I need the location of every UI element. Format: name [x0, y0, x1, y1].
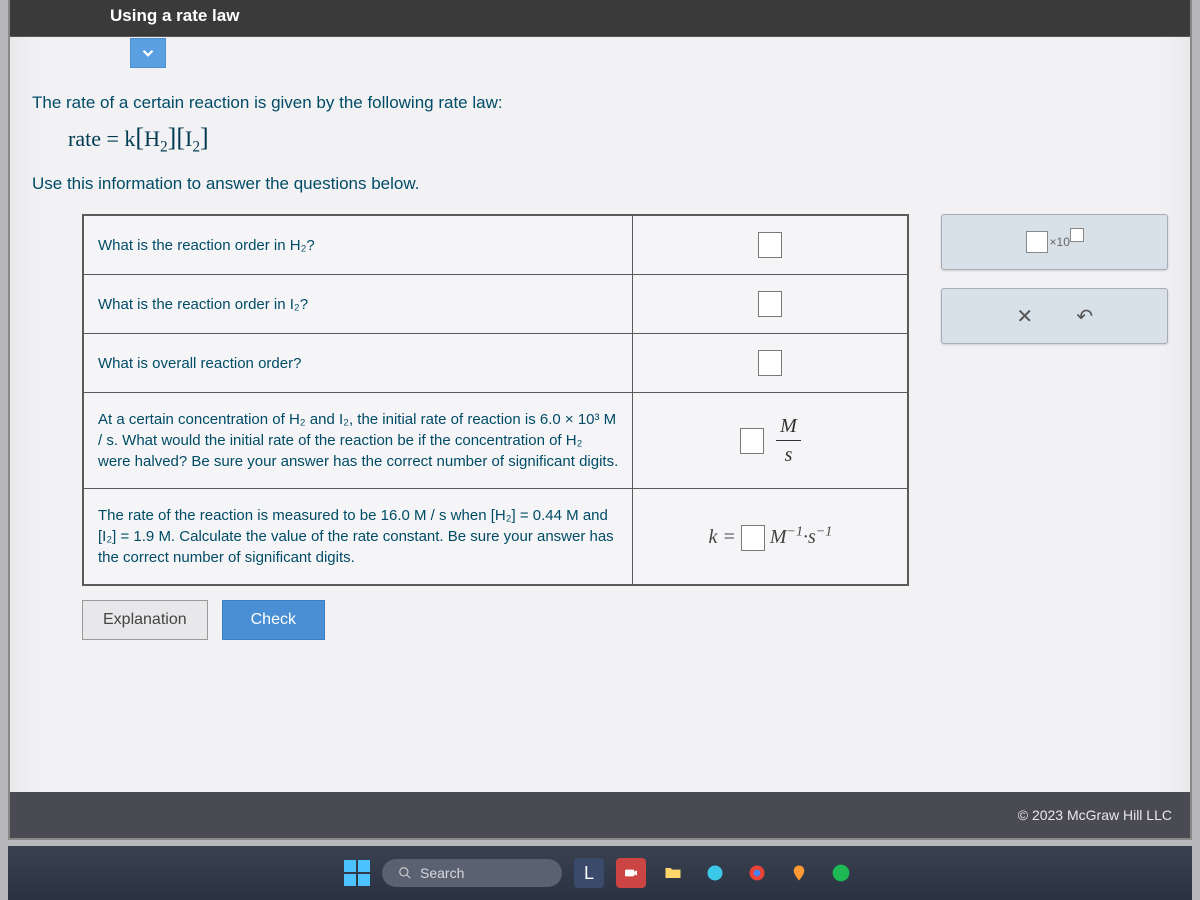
taskbar-chrome-icon[interactable]: [742, 858, 772, 888]
question-cell: What is the reaction order in I₂?: [83, 275, 633, 334]
question-cell: At a certain concentration of H₂ and I₂,…: [83, 393, 633, 489]
check-button[interactable]: Check: [222, 600, 325, 640]
eq-eq: =: [106, 126, 118, 151]
table-row: At a certain concentration of H₂ and I₂,…: [83, 393, 908, 489]
folder-icon: [663, 863, 683, 883]
copyright-footer: © 2023 McGraw Hill LLC: [10, 792, 1190, 838]
frac-numerator: M: [776, 412, 801, 441]
clear-button[interactable]: ✕: [1010, 301, 1040, 331]
taskbar-edge-icon[interactable]: [700, 858, 730, 888]
eq-h: H: [144, 126, 160, 151]
edit-tools: ✕ ↶: [941, 288, 1168, 344]
intro-text-1: The rate of a certain reaction is given …: [32, 93, 1168, 113]
question-cell: The rate of the reaction is measured to …: [83, 489, 633, 586]
table-row: What is overall reaction order?: [83, 334, 908, 393]
table-row: What is the reaction order in I₂?: [83, 275, 908, 334]
collapse-chevron[interactable]: [130, 38, 166, 68]
windows-taskbar: Search L: [8, 846, 1192, 900]
frac-denominator: s: [781, 441, 797, 469]
k-exp2: −1: [816, 524, 832, 539]
chrome-icon: [747, 863, 767, 883]
question-cell: What is overall reaction order?: [83, 334, 633, 393]
question-table: What is the reaction order in H₂? What i…: [82, 214, 909, 586]
eq-lhs: rate: [68, 126, 101, 151]
taskbar-explorer-icon[interactable]: [658, 858, 688, 888]
sci-notation-tool[interactable]: ×10: [941, 214, 1168, 270]
intro-text-2: Use this information to answer the quest…: [32, 174, 1168, 194]
spotify-icon: [831, 863, 851, 883]
camera-icon: [623, 865, 639, 881]
table-row: What is the reaction order in H₂?: [83, 215, 908, 275]
edge-icon: [705, 863, 725, 883]
answer-cell: [633, 215, 909, 275]
answer-cell: [633, 334, 909, 393]
taskbar-app-icon[interactable]: L: [574, 858, 604, 888]
k-unit-M: M: [770, 526, 787, 548]
answer-input[interactable]: [758, 291, 782, 317]
answer-input[interactable]: [741, 525, 765, 551]
k-exp1: −1: [787, 524, 803, 539]
answer-input[interactable]: [758, 350, 782, 376]
taskbar-location-icon[interactable]: [784, 858, 814, 888]
sci-exp-box: [1070, 228, 1084, 242]
x10-label: ×10: [1050, 235, 1070, 249]
question-cell: What is the reaction order in H₂?: [83, 215, 633, 275]
k-expression: k = M−1·s−1: [708, 526, 832, 548]
table-row: The rate of the reaction is measured to …: [83, 489, 908, 586]
undo-button[interactable]: ↶: [1070, 301, 1100, 331]
tool-sidebar: ×10 ✕ ↶: [941, 214, 1168, 344]
search-placeholder: Search: [420, 865, 464, 881]
chevron-down-icon: [139, 44, 157, 62]
sci-base-box: [1026, 231, 1048, 253]
k-unit-s: s: [808, 526, 816, 548]
units-fraction: M s: [776, 412, 801, 469]
rate-law-equation: rate = k[H2][I2]: [68, 123, 1168, 156]
pin-icon: [790, 864, 808, 882]
answer-input[interactable]: [758, 232, 782, 258]
eq-h-sub: 2: [160, 138, 168, 155]
answer-cell: k = M−1·s−1: [633, 489, 909, 586]
eq-i-sub: 2: [192, 138, 200, 155]
taskbar-search[interactable]: Search: [382, 859, 562, 887]
search-icon: [398, 866, 412, 880]
answer-cell: [633, 275, 909, 334]
eq-k: k: [124, 126, 135, 151]
answer-input[interactable]: [740, 428, 764, 454]
taskbar-camera-icon[interactable]: [616, 858, 646, 888]
action-row: Explanation Check: [82, 600, 1168, 640]
start-button[interactable]: [344, 860, 370, 886]
explanation-button[interactable]: Explanation: [82, 600, 208, 640]
taskbar-spotify-icon[interactable]: [826, 858, 856, 888]
answer-cell: M s: [633, 393, 909, 489]
module-title: Using a rate law: [10, 0, 1190, 37]
